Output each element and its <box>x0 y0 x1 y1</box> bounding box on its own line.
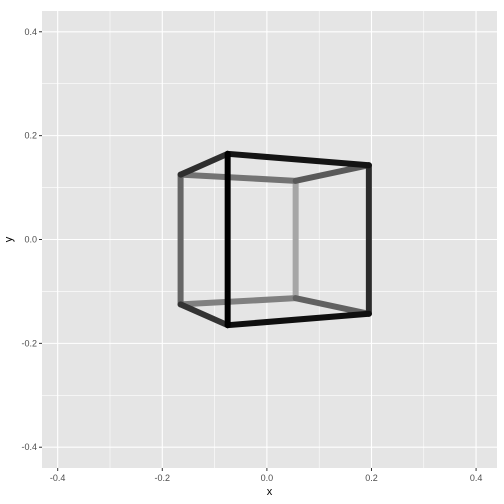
cube-edge-segment <box>292 162 372 184</box>
y-tick-label: -0.4 <box>21 442 37 452</box>
x-tick-label: -0.2 <box>155 473 171 483</box>
x-tick-label: -0.4 <box>50 473 66 483</box>
cube-edge-segment <box>177 171 299 184</box>
cube-edge-segment <box>224 310 372 329</box>
y-tick-label: 0.4 <box>24 27 37 37</box>
cube-edges <box>177 150 372 329</box>
y-axis-ticks: -0.4 -0.2 0.0 0.2 0.4 <box>21 27 42 452</box>
x-tick-label: 0.4 <box>470 473 483 483</box>
y-tick-label: -0.2 <box>21 338 37 348</box>
x-axis-title: x <box>267 486 273 498</box>
y-tick-label: 0.0 <box>24 235 37 245</box>
cube-edge-segment <box>177 150 231 178</box>
x-tick-label: 0.2 <box>365 473 378 483</box>
cube-edge-segment <box>224 150 372 169</box>
y-axis-title: y <box>3 236 15 242</box>
cube-edge-segment <box>292 295 372 317</box>
cube-edge-segment <box>177 301 231 329</box>
x-axis-ticks: -0.4 -0.2 0.0 0.2 0.4 <box>50 468 482 483</box>
cube-edge-segment <box>177 295 299 308</box>
x-tick-label: 0.0 <box>261 473 274 483</box>
y-tick-label: 0.2 <box>24 131 37 141</box>
